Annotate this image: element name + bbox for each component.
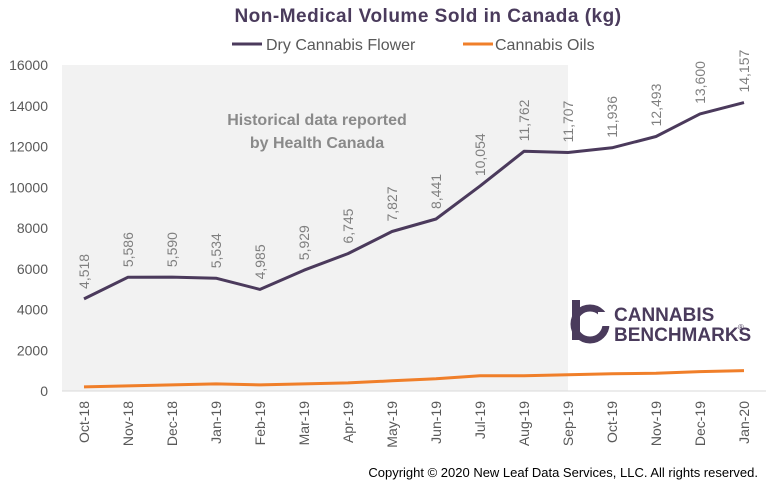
x-tick-label: Oct-18 — [76, 401, 92, 443]
data-labels: 4,518 5,586 5,590 5,534 4,985 5,929 6,745 7,827… — [76, 50, 752, 289]
data-label: 6,745 — [340, 208, 356, 243]
x-tick-label: Jan-19 — [208, 401, 224, 444]
x-tick-label: Feb-19 — [252, 401, 268, 446]
x-tick-label: Jun-19 — [428, 401, 444, 444]
y-tick-label: 0 — [40, 383, 48, 399]
shaded-region-label-line2: by Health Canada — [250, 135, 384, 152]
x-tick-label: Sep-19 — [560, 401, 576, 446]
y-axis-ticks: 0 2000 4000 6000 8000 10000 12000 14000 16000 — [9, 57, 48, 399]
data-label: 5,929 — [296, 225, 312, 260]
data-label: 4,518 — [76, 254, 92, 289]
data-label: 10,054 — [472, 133, 488, 176]
y-tick-label: 10000 — [9, 179, 48, 195]
logo-text-line1: CANNABIS — [614, 305, 714, 326]
data-label: 14,157 — [736, 50, 752, 93]
data-label: 8,441 — [428, 174, 444, 209]
x-tick-label: Apr-19 — [340, 401, 356, 443]
x-tick-label: May-19 — [384, 401, 400, 448]
copyright-notice: Copyright © 2020 New Leaf Data Services,… — [368, 465, 758, 480]
y-tick-label: 16000 — [9, 57, 48, 73]
x-axis-ticks: Oct-18 Nov-18 Dec-18 Jan-19 Feb-19 Mar-19 Apr-… — [76, 401, 752, 448]
data-label: 5,534 — [208, 233, 224, 268]
data-label: 11,707 — [560, 100, 576, 142]
x-tick-label: Dec-19 — [692, 401, 708, 446]
x-tick-label: Jul-19 — [472, 401, 488, 439]
logo-registered-mark: ® — [738, 323, 744, 332]
data-label: 12,493 — [648, 83, 664, 126]
x-tick-label: Nov-18 — [120, 401, 136, 446]
legend: Dry Cannabis Flower Cannabis Oils — [232, 37, 595, 54]
x-tick-label: Nov-19 — [648, 401, 664, 446]
x-tick-label: Jan-20 — [736, 401, 752, 444]
x-tick-label: Aug-19 — [516, 401, 532, 446]
series-line-dry-cannabis-flower — [83, 101, 745, 301]
logo-mark-icon — [570, 300, 612, 344]
legend-label-oils: Cannabis Oils — [495, 37, 595, 54]
data-label: 5,590 — [164, 232, 180, 267]
legend-label-dry-flower: Dry Cannabis Flower — [266, 37, 416, 54]
cannabis-benchmarks-logo: CANNABIS BENCHMARKS ® — [570, 300, 751, 346]
data-label: 11,936 — [604, 96, 620, 138]
x-tick-label: Oct-19 — [604, 401, 620, 443]
historical-shaded-region — [62, 65, 568, 391]
y-tick-label: 14000 — [9, 98, 48, 114]
y-tick-label: 8000 — [17, 220, 48, 236]
y-tick-label: 6000 — [17, 261, 48, 277]
data-label: 5,586 — [120, 232, 136, 267]
x-tick-label: Mar-19 — [296, 401, 312, 446]
logo-text-line2: BENCHMARKS — [614, 325, 751, 346]
y-tick-label: 12000 — [9, 139, 48, 155]
data-label: 11,762 — [516, 99, 532, 141]
series-line-cannabis-oils — [83, 369, 745, 389]
data-label: 13,600 — [692, 61, 708, 104]
chart-title: Non-Medical Volume Sold in Canada (kg) — [234, 6, 621, 27]
y-tick-label: 2000 — [17, 342, 48, 358]
x-tick-label: Dec-18 — [164, 401, 180, 446]
data-label: 7,827 — [384, 186, 400, 221]
shaded-region-label-line1: Historical data reported — [227, 112, 407, 129]
data-label: 4,985 — [252, 244, 268, 279]
y-tick-label: 4000 — [17, 302, 48, 318]
